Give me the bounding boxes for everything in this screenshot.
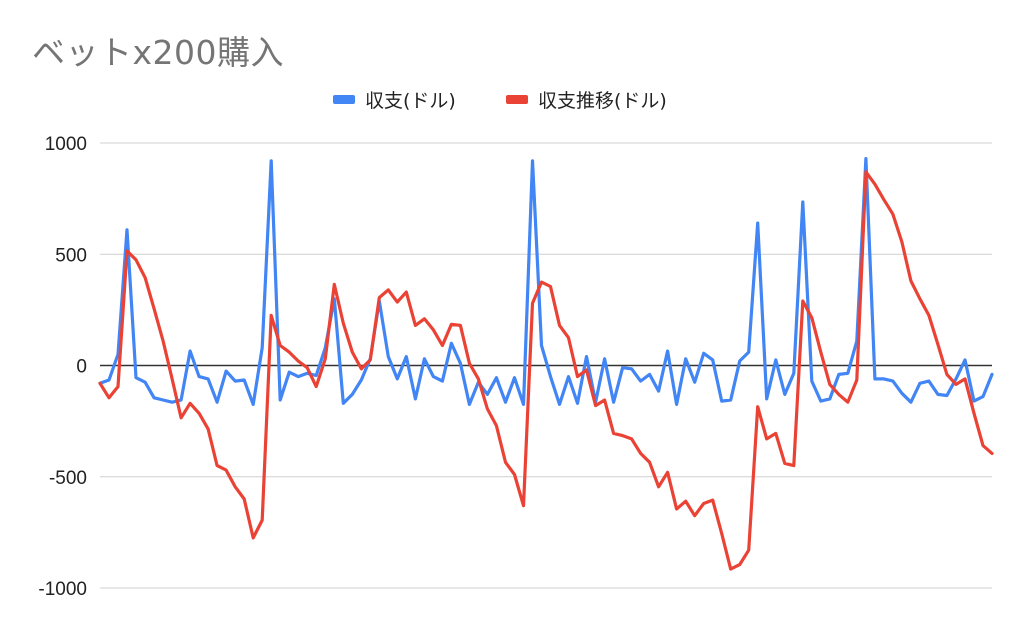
series-line-income [98,157,994,406]
y-tick-label: -1000 [38,579,87,600]
legend-item-income[interactable]: 収支(ドル) [333,86,456,113]
series-line-balance-trend [98,170,994,571]
y-axis-ticks: 1000 500 0 -500 -1000 [38,134,87,600]
y-tick-label: 500 [55,245,87,266]
legend-swatch-red [506,95,528,104]
chart-title: ベットx200購入 [32,33,285,72]
y-tick-label: 0 [76,357,87,378]
legend-item-balance-trend[interactable]: 収支推移(ドル) [506,86,667,113]
y-tick-label: 1000 [45,134,87,155]
y-tick-label: -500 [49,468,87,489]
legend-label-income: 収支(ドル) [365,90,456,112]
series-lines [98,157,994,571]
legend: 収支(ドル) 収支推移(ドル) [0,86,1024,116]
legend-swatch-blue [333,95,355,104]
legend-label-balance-trend: 収支推移(ドル) [538,90,667,112]
